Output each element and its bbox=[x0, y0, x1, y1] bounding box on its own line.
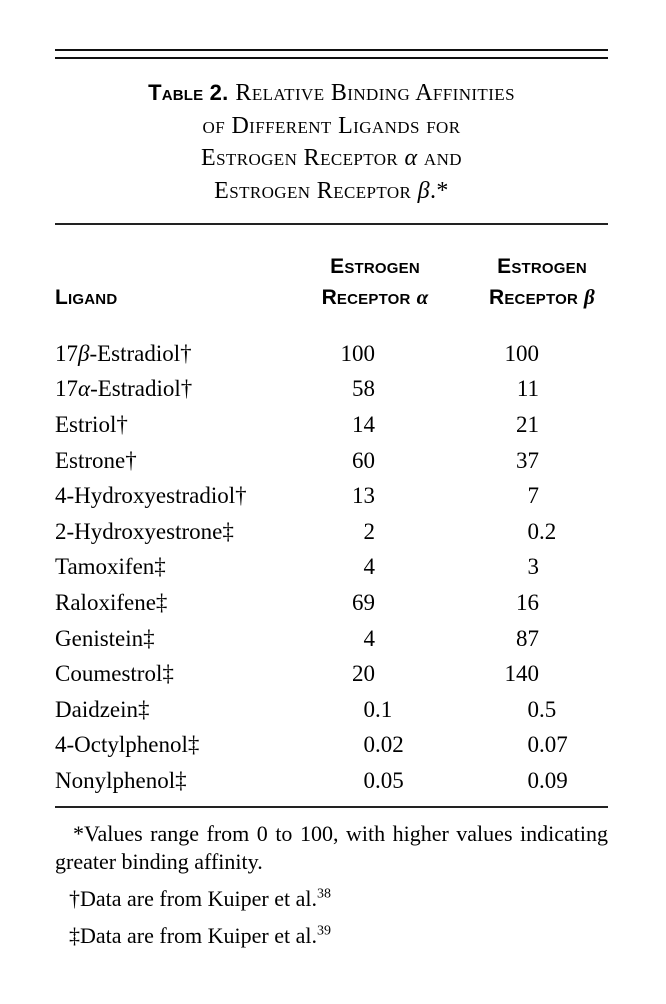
footnote-double-dagger: ‡Data are from Kuiper et al.39 bbox=[55, 922, 608, 950]
table-row: 17α-Estradiol† 58 11 bbox=[55, 372, 608, 408]
receptor-beta-value-cell: 0.5 bbox=[527, 696, 557, 722]
receptor-beta-value-cell: 0.07 bbox=[527, 732, 568, 758]
header-alpha-line-2: Receptor α bbox=[321, 285, 429, 309]
header-beta-line-1: Estrogen bbox=[497, 255, 587, 278]
ligand-cell: Estrone† bbox=[55, 447, 137, 473]
table-row: 4-Octylphenol‡ 0.02 0.07 bbox=[55, 728, 608, 764]
table-top-double-rule bbox=[55, 49, 608, 59]
table-header-row: Ligand Estrogen Receptor α Estrogen Rece… bbox=[55, 253, 608, 313]
receptor-alpha-value-cell: 0.1 bbox=[363, 696, 393, 722]
footnote-double-dagger-text: Data are from Kuiper et al. bbox=[80, 923, 317, 948]
footnote-dagger-marker: † bbox=[69, 886, 80, 911]
receptor-beta-value-cell: 87 bbox=[516, 625, 539, 651]
table-row: Tamoxifen‡ 4 3 bbox=[55, 550, 608, 586]
footnote-dagger: †Data are from Kuiper et al.38 bbox=[55, 885, 608, 913]
footnote-double-dagger-reference: 39 bbox=[317, 923, 331, 939]
column-header-estrogen-receptor-alpha: Estrogen Receptor α bbox=[275, 252, 475, 313]
header-alpha-line-1: Estrogen bbox=[330, 255, 420, 278]
ligand-cell: Genistein‡ bbox=[55, 625, 155, 651]
receptor-beta-value-cell: 37 bbox=[516, 447, 539, 473]
receptor-alpha-value-cell: 2 bbox=[363, 518, 376, 544]
receptor-beta-value-cell: 7 bbox=[527, 483, 540, 509]
receptor-beta-value-cell: 11 bbox=[516, 376, 539, 402]
receptor-alpha-value-cell: 60 bbox=[352, 447, 375, 473]
ligand-cell: 17α-Estradiol† bbox=[55, 376, 193, 402]
receptor-alpha-value-cell: 14 bbox=[352, 411, 375, 437]
footnote-star-marker: * bbox=[73, 821, 84, 846]
receptor-beta-value-cell: 3 bbox=[527, 554, 540, 580]
table-row: Estriol† 14 21 bbox=[55, 407, 608, 443]
table-title: Table 2. Relative Binding Affinities of D… bbox=[55, 77, 608, 207]
column-header-ligand: Ligand bbox=[55, 286, 118, 309]
table-title-line-1: Table 2. Relative Binding Affinities bbox=[55, 77, 608, 110]
table-row: 2-Hydroxyestrone‡ 2 0.2 bbox=[55, 514, 608, 550]
receptor-beta-value-cell: 0.09 bbox=[527, 767, 568, 793]
ligand-cell: 17β-Estradiol† bbox=[55, 340, 192, 366]
receptor-beta-value-cell: 21 bbox=[516, 411, 539, 437]
footnote-star: *Values range from 0 to 100, with higher… bbox=[55, 820, 608, 876]
table-title-line-2: of Different Ligands for bbox=[202, 112, 461, 139]
footnote-double-dagger-marker: ‡ bbox=[69, 923, 80, 948]
column-header-estrogen-receptor-beta: Estrogen Receptor β bbox=[442, 252, 642, 313]
ligand-cell: Raloxifene‡ bbox=[55, 589, 168, 615]
table-row: Estrone† 60 37 bbox=[55, 443, 608, 479]
table-title-line-3: Estrogen Receptor α and bbox=[201, 145, 462, 171]
receptor-alpha-value-cell: 0.05 bbox=[363, 767, 404, 793]
receptor-alpha-value-cell: 4 bbox=[363, 554, 376, 580]
table-row: Nonylphenol‡ 0.05 0.09 bbox=[55, 763, 608, 799]
footnote-star-text: Values range from 0 to 100, with higher … bbox=[55, 821, 608, 874]
ligand-cell: Coumestrol‡ bbox=[55, 661, 174, 687]
ligand-cell: 2-Hydroxyestrone‡ bbox=[55, 518, 234, 544]
table-row: 4-Hydroxyestradiol† 13 7 bbox=[55, 478, 608, 514]
ligand-cell: 4-Octylphenol‡ bbox=[55, 732, 200, 758]
receptor-alpha-value-cell: 69 bbox=[352, 589, 375, 615]
receptor-alpha-value-cell: 100 bbox=[340, 340, 376, 366]
receptor-alpha-value-cell: 20 bbox=[352, 661, 375, 687]
table-bottom-rule bbox=[55, 806, 608, 808]
table-row: Raloxifene‡ 69 16 bbox=[55, 585, 608, 621]
receptor-beta-value-cell: 140 bbox=[504, 661, 540, 687]
table-row: Daidzein‡ 0.1 0.5 bbox=[55, 692, 608, 728]
table-mid-rule bbox=[55, 223, 608, 225]
table-row: Coumestrol‡ 20 140 bbox=[55, 656, 608, 692]
receptor-alpha-value-cell: 58 bbox=[352, 376, 375, 402]
receptor-beta-value-cell: 16 bbox=[516, 589, 539, 615]
table-number-label: Table 2. bbox=[148, 80, 229, 105]
footnote-dagger-text: Data are from Kuiper et al. bbox=[80, 886, 317, 911]
receptor-alpha-value-cell: 0.02 bbox=[363, 732, 404, 758]
ligand-cell: Tamoxifen‡ bbox=[55, 554, 166, 580]
ligand-cell: Estriol† bbox=[55, 411, 128, 437]
table-footnotes: *Values range from 0 to 100, with higher… bbox=[55, 820, 608, 950]
receptor-alpha-value-cell: 4 bbox=[363, 625, 376, 651]
ligand-cell: Nonylphenol‡ bbox=[55, 767, 187, 793]
ligand-cell: Daidzein‡ bbox=[55, 696, 150, 722]
table-body: 17β-Estradiol† 100 100 17α-Estradiol† 58… bbox=[55, 336, 608, 799]
ligand-cell: 4-Hydroxyestradiol† bbox=[55, 483, 247, 509]
header-beta-line-2: Receptor β bbox=[488, 285, 595, 309]
table-title-line-4: Estrogen Receptor β.* bbox=[214, 177, 449, 204]
footnote-dagger-reference: 38 bbox=[317, 886, 331, 902]
receptor-beta-value-cell: 0.2 bbox=[527, 518, 557, 544]
receptor-alpha-value-cell: 13 bbox=[352, 483, 375, 509]
receptor-beta-value-cell: 100 bbox=[504, 340, 540, 366]
table-title-text: Relative Binding Affinities bbox=[235, 80, 515, 106]
table-row: 17β-Estradiol† 100 100 bbox=[55, 336, 608, 372]
table-row: Genistein‡ 4 87 bbox=[55, 621, 608, 657]
